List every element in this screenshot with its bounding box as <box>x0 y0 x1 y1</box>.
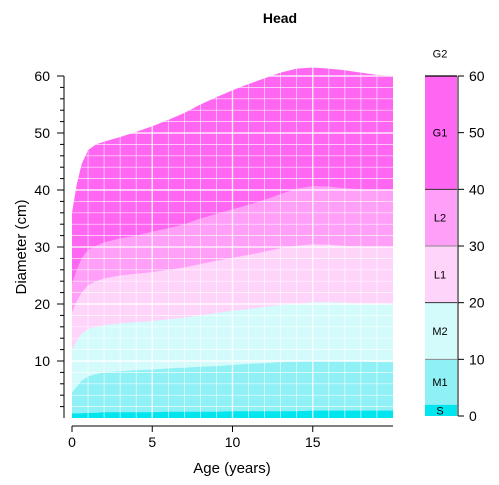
legend-band <box>425 302 457 360</box>
legend-label-m1: M1 <box>432 377 447 389</box>
y-tick-label: 50 <box>34 125 50 141</box>
legend-scale-label: 50 <box>469 125 485 141</box>
y-axis-label: Diameter (cm) <box>13 199 30 294</box>
legend-scale: 0 10 20 30 40 50 60 S M1 M2 L1 L2 G1 G2 <box>425 48 485 424</box>
legend-label-s: S <box>436 405 443 417</box>
legend-band <box>425 359 457 405</box>
chart-title: Head <box>263 10 297 26</box>
x-tick-label: 10 <box>225 434 241 450</box>
legend-scale-label: 40 <box>469 181 485 197</box>
x-tick-label: 5 <box>148 434 156 450</box>
y-tick-label: 60 <box>34 68 50 84</box>
legend-label-m2: M2 <box>432 326 447 338</box>
legend-band <box>425 189 457 246</box>
gridlines <box>72 59 393 418</box>
legend-band <box>425 246 457 303</box>
x-tick-label: 0 <box>68 434 76 450</box>
x-tick-label: 15 <box>305 434 321 450</box>
y-tick-label: 10 <box>34 353 50 369</box>
legend-band <box>425 76 457 190</box>
y-tick-label: 30 <box>34 239 50 255</box>
axes: 10 20 30 40 50 60 0 5 10 15 <box>34 68 393 450</box>
legend-scale-label: 10 <box>469 351 485 367</box>
y-tick-label: 20 <box>34 296 50 312</box>
legend-label-g1: G1 <box>433 128 448 140</box>
legend-scale-label: 60 <box>469 68 485 84</box>
legend-label-g2: G2 <box>433 48 448 60</box>
legend-scale-label: 20 <box>469 295 485 311</box>
legend-scale-label: 30 <box>469 238 485 254</box>
legend-band <box>425 404 457 416</box>
legend-label-l2: L2 <box>434 213 446 225</box>
legend-scale-label: 0 <box>469 408 477 424</box>
y-tick-label: 40 <box>34 182 50 198</box>
x-axis-label: Age (years) <box>193 460 271 477</box>
legend-label-l1: L1 <box>434 269 446 281</box>
